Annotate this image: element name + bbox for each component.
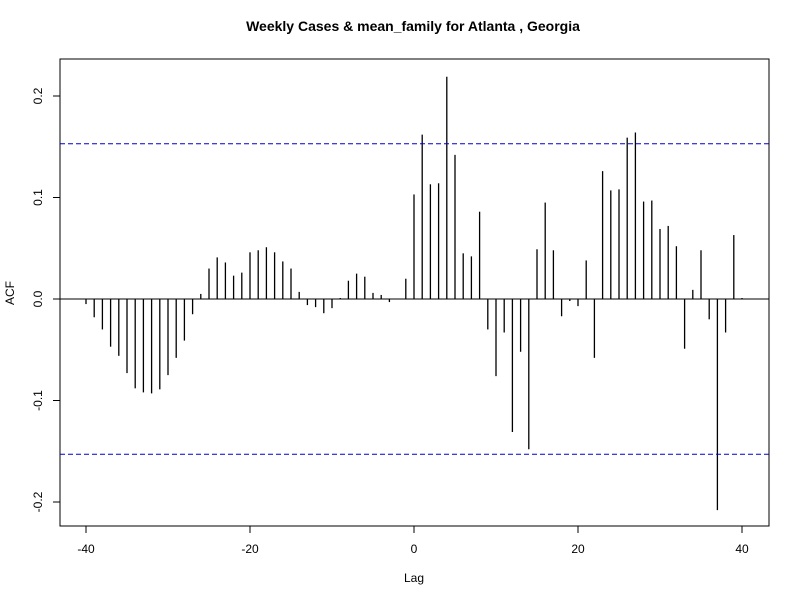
x-axis: -40 -20 0 20 40 [77, 526, 749, 556]
y-tick-label: -0.1 [31, 390, 45, 411]
x-axis-label: Lag [404, 571, 424, 585]
chart-title: Weekly Cases & mean_family for Atlanta ,… [246, 18, 580, 34]
y-axis: -0.2 -0.1 0.0 0.1 0.2 [31, 87, 60, 512]
y-tick-label: 0.0 [31, 290, 45, 307]
y-tick-label: 0.2 [31, 87, 45, 104]
x-tick-label: -20 [241, 542, 259, 556]
acf-bars [60, 76, 769, 511]
x-tick-label: 40 [735, 542, 749, 556]
y-tick-label: 0.1 [31, 189, 45, 206]
x-tick-label: -40 [77, 542, 95, 556]
y-axis-label: ACF [3, 281, 17, 305]
confidence-bounds [60, 143, 769, 455]
y-tick-label: -0.2 [31, 491, 45, 512]
x-tick-label: 20 [571, 542, 585, 556]
x-tick-label: 0 [411, 542, 418, 556]
